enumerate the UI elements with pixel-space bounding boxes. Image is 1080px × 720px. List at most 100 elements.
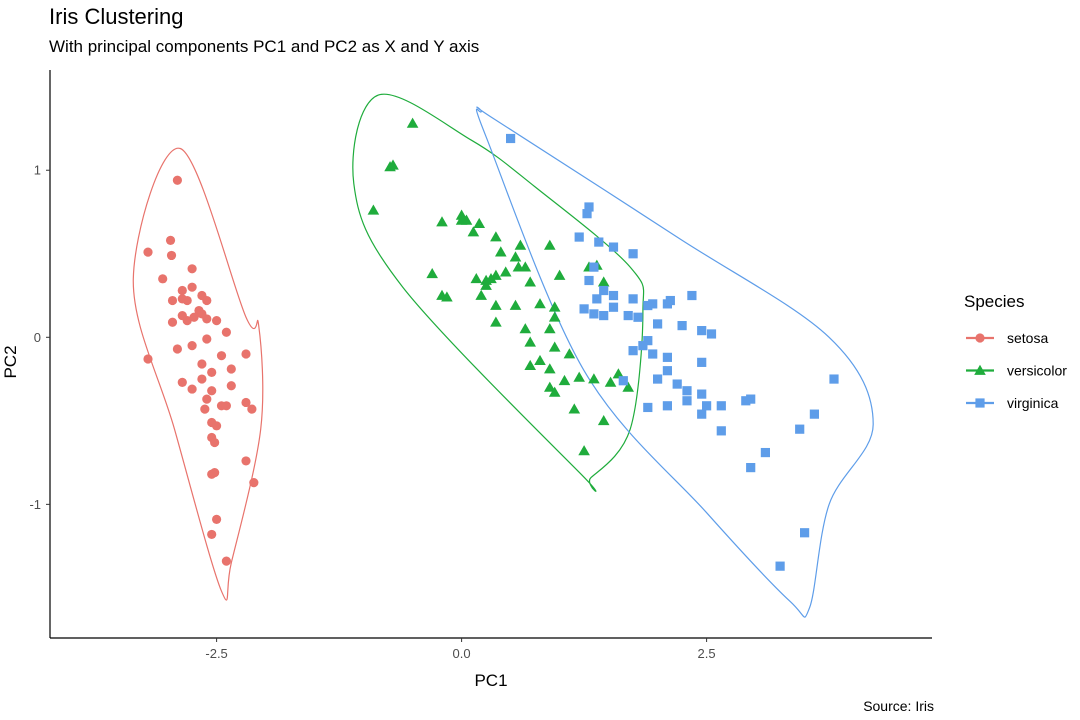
virginica-point (829, 374, 839, 384)
setosa-point (207, 386, 217, 396)
virginica-point (579, 304, 589, 314)
setosa-point (187, 341, 197, 351)
setosa-point (212, 421, 222, 431)
virginica-point (682, 396, 692, 406)
virginica-point (599, 285, 609, 296)
setosa-point (172, 175, 182, 185)
setosa-point (187, 282, 197, 292)
setosa-point (177, 377, 187, 387)
y-axis-label: PC2 (1, 345, 20, 378)
x-tick-label: -2.5 (205, 646, 227, 661)
data-points (143, 117, 839, 571)
versicolor-point (490, 231, 502, 242)
setosa-point (221, 556, 231, 566)
setosa-point (226, 381, 236, 391)
legend: Species setosa versicolor virginica (964, 292, 1067, 411)
versicolor-point (544, 323, 556, 334)
virginica-point (648, 349, 658, 359)
versicolor-point (519, 261, 532, 272)
virginica-point (716, 401, 726, 411)
versicolor-point (473, 217, 486, 229)
y-tick-label: 0 (34, 330, 41, 345)
virginica-point (741, 396, 751, 406)
versicolor-point (524, 359, 536, 371)
virginica-point (746, 463, 756, 473)
versicolor-point (573, 371, 585, 382)
versicolor-point (490, 299, 502, 310)
versicolor-point (568, 403, 581, 414)
versicolor-ellipse (352, 93, 645, 492)
chart-caption: Source: Iris (863, 698, 934, 714)
versicolor-point (475, 289, 487, 300)
virginica-point (682, 386, 692, 396)
x-tick-label: 2.5 (698, 646, 716, 661)
chart-subtitle: With principal components PC1 and PC2 as… (49, 37, 480, 56)
setosa-point (167, 295, 178, 306)
versicolor-point (548, 386, 561, 397)
versicolor-point (406, 117, 419, 128)
virginica-point (628, 249, 638, 259)
virginica-point (633, 312, 643, 322)
virginica-point (618, 376, 628, 386)
virginica-point (638, 341, 648, 351)
legend-label: versicolor (1007, 363, 1067, 379)
versicolor-point (490, 316, 502, 327)
setosa-point (182, 315, 192, 326)
versicolor-point (455, 209, 468, 220)
virginica-point (653, 319, 663, 329)
versicolor-point (509, 251, 522, 262)
setosa-point (166, 250, 177, 261)
versicolor-point (426, 268, 438, 279)
chart-title: Iris Clustering (49, 4, 184, 29)
virginica-point (574, 232, 584, 242)
virginica-point (608, 242, 619, 252)
setosa-point (247, 404, 257, 414)
versicolor-point (436, 216, 448, 227)
setosa-point (241, 456, 251, 466)
virginica-point (795, 424, 805, 434)
setosa-point (189, 312, 199, 322)
setosa-point (221, 327, 231, 337)
setosa-point (212, 514, 222, 524)
setosa-point (197, 374, 207, 384)
legend-item-virginica: virginica (966, 395, 1059, 411)
virginica-point (582, 209, 592, 219)
virginica-point (643, 336, 653, 346)
setosa-ellipse (132, 147, 264, 601)
legend-label: setosa (1007, 330, 1048, 346)
versicolor-point (553, 269, 566, 280)
virginica-point (809, 409, 819, 419)
virginica-point (697, 326, 707, 336)
y-tick-label: 1 (34, 163, 41, 178)
versicolor-point (509, 299, 522, 310)
legend-key-marker (975, 333, 985, 343)
virginica-point (677, 321, 687, 331)
versicolor-point (544, 363, 556, 374)
virginica-point (628, 294, 638, 304)
virginica-point (760, 447, 770, 458)
versicolor-point (578, 445, 590, 456)
virginica-point (584, 275, 594, 286)
setosa-point (241, 397, 251, 408)
versicolor-point (519, 323, 532, 334)
virginica-point (697, 409, 707, 419)
versicolor-point (534, 354, 546, 366)
setosa-point (177, 285, 187, 296)
virginica-point (599, 310, 609, 321)
x-axis-label: PC1 (474, 671, 507, 690)
setosa-point (212, 315, 222, 326)
setosa-point (216, 351, 227, 361)
versicolor-point (563, 348, 576, 359)
setosa-point (226, 364, 236, 374)
virginica-point (623, 310, 633, 321)
versicolor-point (495, 246, 507, 257)
legend-title: Species (964, 292, 1024, 311)
versicolor-point (588, 373, 600, 384)
versicolor-point (622, 381, 634, 392)
virginica-point (584, 202, 594, 212)
legend-key-marker (975, 398, 985, 408)
setosa-point (187, 264, 197, 274)
legend-label: virginica (1007, 395, 1059, 411)
virginica-point (697, 357, 707, 367)
